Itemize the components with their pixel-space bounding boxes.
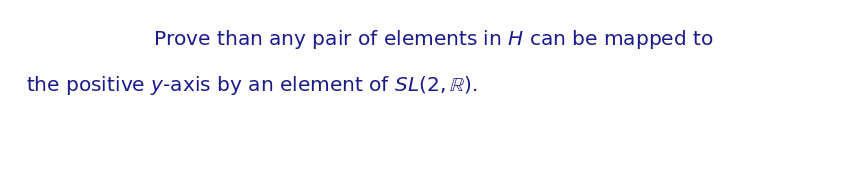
Text: the positive $y$-axis by an element of $SL(2, \mathbb{R})$.: the positive $y$-axis by an element of $… [26,74,477,97]
Text: Prove than any pair of elements in $H$ can be mapped to: Prove than any pair of elements in $H$ c… [152,28,714,51]
